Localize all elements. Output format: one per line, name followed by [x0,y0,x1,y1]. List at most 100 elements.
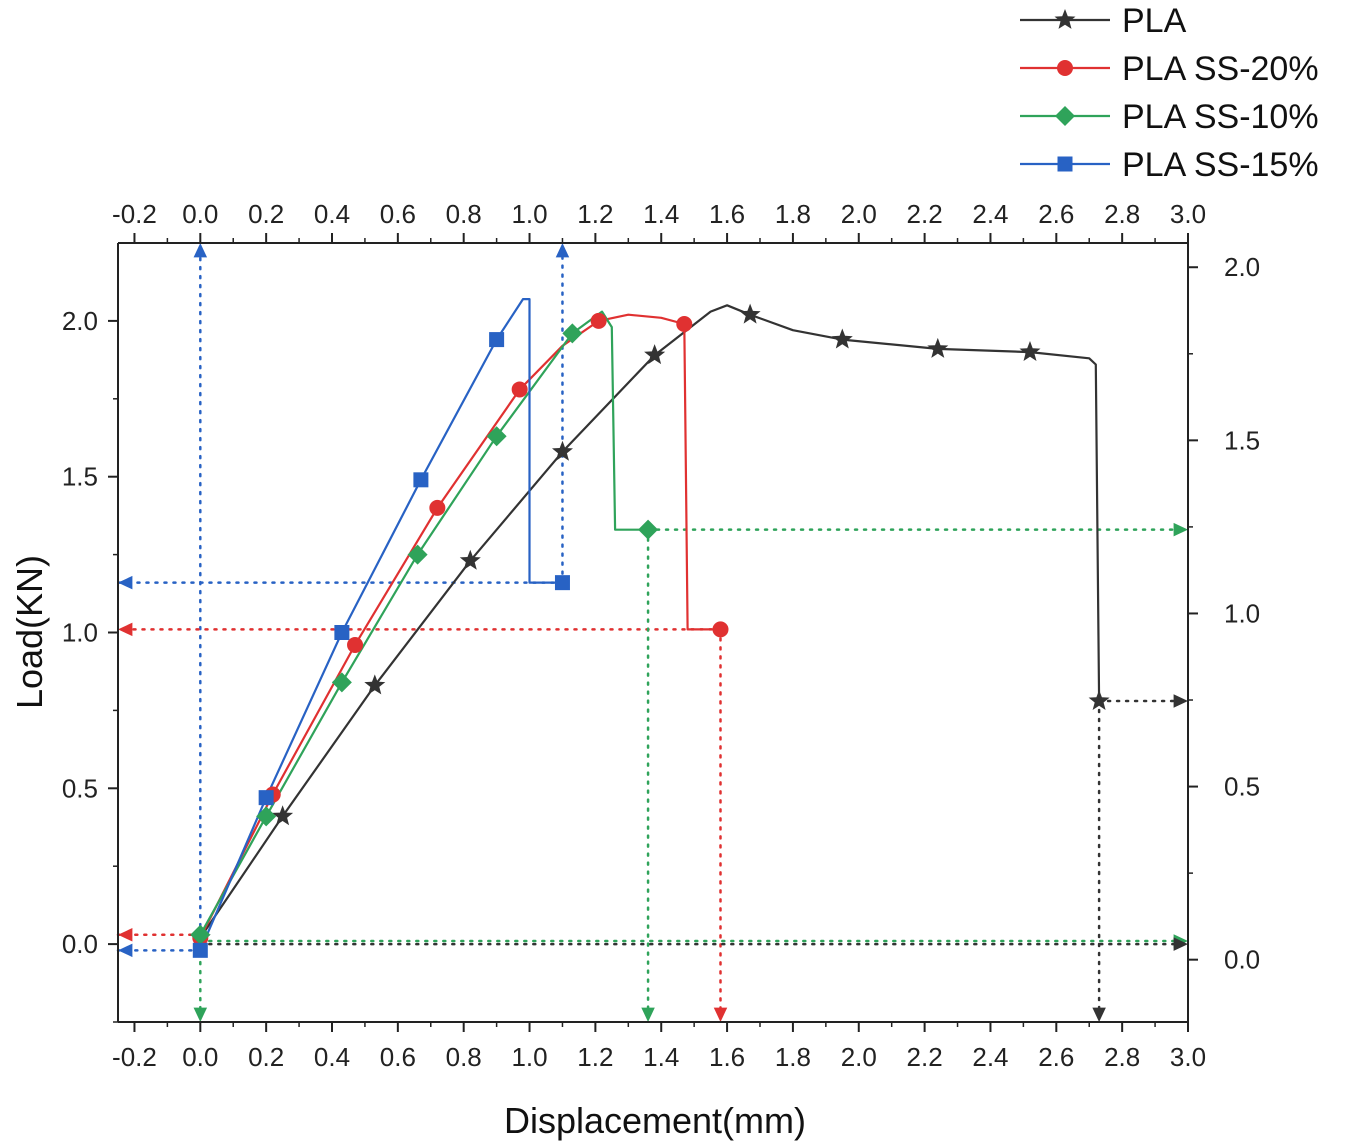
x-tick-label-top: 2.6 [1038,199,1074,229]
x-tick-label-top: 0.6 [380,199,416,229]
legend-label: PLA SS-10% [1122,98,1319,136]
data-point [258,790,274,806]
legend-marker [1055,106,1075,126]
series-markers [189,303,1110,958]
y-tick-label-left: 0.5 [62,773,98,803]
guide-arrow-head [118,943,133,958]
series-line-3 [199,298,563,951]
guide-arrow-head [641,1007,655,1022]
data-point [638,519,659,540]
guide-arrow-head [1173,694,1188,708]
guide-arrow-head [118,575,133,590]
y-tick-label-right: 1.0 [1224,598,1260,628]
x-tick-label-top: 0.0 [182,199,218,229]
data-point [1088,690,1110,710]
x-tick-label-bottom: 0.8 [446,1042,482,1072]
series-lines [199,298,1101,951]
x-tick-label-bottom: -0.2 [112,1042,157,1072]
data-point [590,312,607,329]
axes [108,233,1198,1032]
x-tick-label-top: 1.2 [577,199,613,229]
guide-arrow-head [1092,1007,1106,1022]
guide-lines [116,241,1190,1024]
x-tick-label-bottom: 1.2 [577,1042,613,1072]
data-point [644,344,666,365]
y-tick-label-right: 0.0 [1224,945,1260,975]
x-tick-label-bottom: 2.0 [841,1042,877,1072]
data-point [331,672,352,693]
x-tick-label-bottom: 1.0 [511,1042,547,1072]
x-tick-label-top: 2.0 [841,199,877,229]
data-point [511,381,528,398]
guide-arrow-head [118,928,133,942]
x-tick-label-top: 0.8 [446,199,482,229]
data-point [459,549,481,570]
x-tick-label-bottom: 2.6 [1038,1042,1074,1072]
data-point [489,332,505,348]
x-tick-label-bottom: 0.2 [248,1042,284,1072]
y-tick-label-right: 2.0 [1224,252,1260,282]
x-tick-label-bottom: 2.8 [1104,1042,1140,1072]
data-point [413,472,429,488]
guide-arrow-head [193,1007,208,1022]
data-point [256,806,277,827]
data-point [334,625,350,640]
data-point [676,316,693,333]
guide-arrow-head [713,1007,728,1022]
x-tick-label-top: 0.2 [248,199,284,229]
legend-marker [1054,9,1076,29]
legend-label: PLA SS-15% [1122,146,1319,184]
data-point [1019,341,1041,361]
data-point [712,621,729,638]
x-tick-label-top: 2.2 [907,199,943,229]
x-tick-label-top: 2.4 [972,199,1008,229]
guide-arrow-head [118,622,133,637]
data-point [407,544,428,565]
data-point [364,674,386,695]
data-point [486,426,507,447]
y-tick-label-left: 2.0 [62,306,98,336]
x-tick-label-bottom: 0.4 [314,1042,350,1072]
data-point [562,323,583,344]
data-point [927,337,949,358]
data-point [739,303,761,324]
data-point [831,328,853,349]
series-line-0 [199,304,1101,939]
x-tick-label-top: 2.8 [1104,199,1140,229]
y-tick-label-left: 1.5 [62,462,98,492]
x-tick-label-top: 3.0 [1170,199,1206,229]
guide-arrow-head [1173,522,1188,537]
y-tick-label-right: 1.5 [1224,425,1260,455]
x-tick-label-bottom: 2.4 [972,1042,1008,1072]
data-point [190,924,211,945]
guide-arrow-head [193,243,208,258]
data-point [552,440,573,461]
x-tick-label-bottom: 0.0 [182,1042,218,1072]
x-tick-label-top: 0.4 [314,199,350,229]
x-tick-label-top: 1.6 [709,199,745,229]
y-tick-label-left: 1.0 [62,618,98,648]
tick-labels: -0.2 -0.2 0.0 0.0 0.2 0.2 0.4 0.4 0.6 0.6 0.8 0.8 1.… [62,199,1260,1072]
data-point [554,575,570,591]
x-tick-label-top: 1.4 [643,199,679,229]
legend-marker [1057,60,1073,76]
data-point [272,805,294,826]
legend-label: PLA [1122,2,1187,40]
y-axis-title: Load(KN) [9,555,50,709]
x-tick-label-top: 1.0 [511,199,547,229]
x-tick-label-bottom: 3.0 [1170,1042,1206,1072]
legend-label: PLA SS-20% [1122,50,1319,88]
x-tick-label-top: 1.8 [775,199,811,229]
data-point [429,499,446,516]
x-tick-label-bottom: 1.8 [775,1042,811,1072]
y-tick-label-right: 0.5 [1224,772,1260,802]
x-tick-label-top: -0.2 [112,199,157,229]
x-tick-label-bottom: 1.6 [709,1042,745,1072]
x-axis-title: Displacement(mm) [504,1100,806,1141]
series-line-2 [199,310,649,936]
data-point [347,636,364,653]
guide-arrow-head [555,243,570,258]
legend-marker [1057,156,1073,172]
